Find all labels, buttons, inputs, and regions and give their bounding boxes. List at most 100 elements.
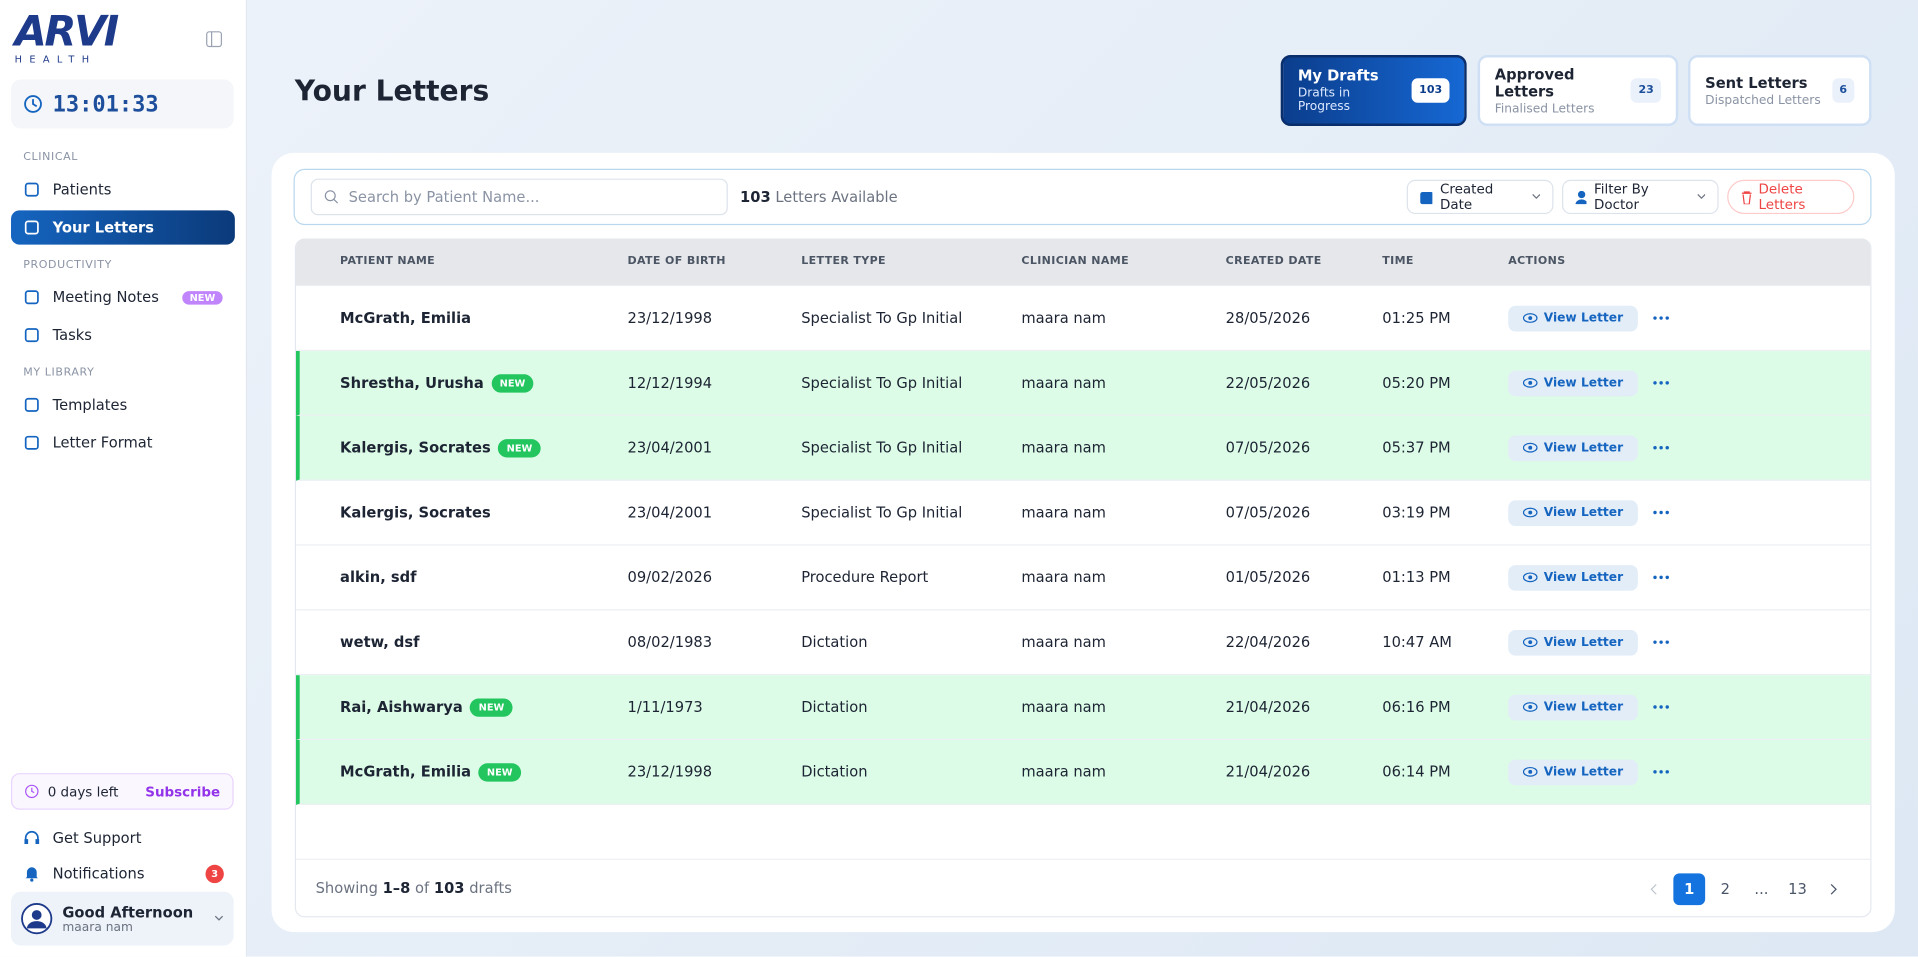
filter-label: Filter By Doctor — [1593, 181, 1649, 213]
nav-icon — [24, 328, 39, 343]
new-badge: NEW — [470, 697, 513, 717]
view-letter-button[interactable]: View Letter — [1508, 564, 1638, 591]
cell-time: 01:13 PM — [1382, 569, 1508, 586]
more-button[interactable] — [1652, 510, 1669, 515]
actions: View Letter — [1508, 694, 1753, 720]
nav-item[interactable]: Your Letters — [11, 210, 235, 245]
more-button[interactable] — [1652, 445, 1669, 450]
support-link[interactable]: Get Support — [11, 821, 224, 855]
view-letter-button[interactable]: View Letter — [1508, 370, 1638, 396]
view-letter-button[interactable]: View Letter — [1508, 629, 1638, 656]
letter-count: 103 Letters Available — [740, 188, 898, 205]
sort-label: Created Date — [1440, 181, 1494, 213]
view-letter-button[interactable]: View Letter — [1508, 499, 1638, 526]
more-button[interactable] — [1652, 705, 1669, 710]
subscribe-link[interactable]: Subscribe — [145, 783, 221, 800]
page-button[interactable]: ... — [1754, 880, 1769, 898]
dob: 23/12/1998 — [627, 309, 713, 327]
cell-time: 06:14 PM — [1382, 763, 1508, 780]
clock-icon — [24, 95, 42, 113]
dots-icon — [1653, 770, 1669, 774]
page-button[interactable]: 13 — [1788, 880, 1807, 898]
logo-sub: HEALTH — [14, 53, 97, 65]
clinician: maara nam — [1021, 309, 1106, 327]
next-page[interactable] — [1818, 873, 1850, 905]
actions: View Letter — [1508, 370, 1753, 396]
tab-subtitle: Drafts in Progress — [1297, 86, 1351, 114]
notifications-link[interactable]: Notifications 3 — [11, 856, 224, 890]
support-label: Get Support — [52, 829, 142, 847]
view-letter-button[interactable]: View Letter — [1508, 305, 1638, 331]
tab-title: My Drafts — [1297, 67, 1379, 85]
nav-item[interactable]: Tasks — [11, 318, 235, 352]
tab[interactable]: Sent Letters Dispatched Letters 6 — [1688, 55, 1872, 126]
view-letter-label: View Letter — [1543, 376, 1624, 390]
tab[interactable]: My Drafts Drafts in Progress 103 — [1280, 55, 1467, 126]
view-letter-label: View Letter — [1543, 311, 1624, 325]
time: 06:14 PM — [1382, 763, 1451, 781]
actions: View Letter — [1508, 564, 1753, 591]
nav-item[interactable]: Meeting Notes NEW — [11, 280, 235, 314]
time: 10:47 AM — [1382, 633, 1452, 651]
more-button[interactable] — [1652, 640, 1669, 645]
cell-name: alkin, sdf — [340, 569, 627, 586]
nav-item[interactable]: Patients — [11, 172, 235, 206]
more-button[interactable] — [1652, 575, 1669, 580]
search-box[interactable]: Search by Patient Name... — [310, 178, 728, 216]
new-badge: NEW — [478, 762, 522, 782]
more-button[interactable] — [1652, 769, 1669, 774]
collapse-button[interactable] — [205, 31, 223, 48]
name: Kalergis, Socrates — [340, 439, 491, 457]
more-button[interactable] — [1652, 316, 1669, 321]
view-letter-button[interactable]: View Letter — [1508, 694, 1638, 720]
dots-icon — [1653, 575, 1669, 580]
cell-type: Dictation — [801, 634, 1021, 651]
dob: 23/04/2001 — [627, 439, 713, 457]
chevron — [1697, 194, 1706, 200]
cell-name: McGrath, Emilia — [340, 309, 627, 326]
delete-button[interactable]: Delete Letters — [1727, 179, 1855, 215]
trial-icon — [25, 784, 39, 799]
cell-time: 05:20 PM — [1382, 374, 1508, 391]
logo-name: ARVI — [14, 7, 120, 57]
time: 01:25 PM — [1382, 309, 1451, 327]
view-letter-button[interactable]: View Letter — [1508, 434, 1638, 461]
view-letter-button[interactable]: View Letter — [1508, 759, 1638, 785]
view-letter-label: View Letter — [1543, 700, 1624, 714]
user-card[interactable]: Good Afternoon maara nam — [11, 891, 234, 946]
type: Dictation — [801, 698, 868, 716]
name: McGrath, Emilia — [340, 309, 472, 327]
table-header: PATIENT NAME DATE OF BIRTH LETTER TYPE CLIN… — [296, 238, 1871, 287]
support-icon — [24, 830, 40, 845]
nav-item[interactable]: Templates — [11, 388, 235, 422]
cell-clinician: maara nam — [1021, 504, 1225, 521]
dob: 09/02/2026 — [627, 568, 713, 586]
cell-created: 22/04/2026 — [1226, 634, 1383, 651]
page-button[interactable]: 1 — [1673, 873, 1706, 906]
clock-time: 13:01:33 — [52, 91, 159, 117]
dots-icon — [1653, 705, 1669, 709]
sort-button[interactable]: Created Date — [1406, 179, 1554, 215]
page-button[interactable]: 2 — [1720, 880, 1731, 898]
trial-box: 0 days left Subscribe — [11, 773, 234, 810]
prev-page[interactable] — [1638, 873, 1670, 905]
cell-created: 21/04/2026 — [1226, 763, 1383, 780]
nav-item[interactable]: Letter Format — [11, 426, 235, 460]
cell-type: Dictation — [801, 763, 1021, 780]
more-button[interactable] — [1652, 380, 1669, 385]
nav-label: Tasks — [52, 326, 92, 344]
footer-text: Showing 1–8 of 103 drafts — [316, 879, 512, 896]
tab[interactable]: Approved Letters Finalised Letters 23 — [1477, 55, 1679, 126]
showing: Showing — [315, 879, 378, 897]
avatar — [21, 903, 53, 935]
eye-icon — [1522, 766, 1538, 777]
column-header: CLINICIAN NAME — [1021, 255, 1129, 268]
cell-type: Specialist To Gp Initial — [801, 374, 1021, 391]
cell-dob: 23/12/1998 — [628, 763, 802, 780]
time: 05:37 PM — [1382, 439, 1451, 457]
cell-created: 28/05/2026 — [1226, 309, 1383, 326]
notification-count: 3 — [205, 864, 224, 883]
filter-button[interactable]: Filter By Doctor — [1562, 179, 1719, 215]
dots-icon — [1653, 445, 1669, 450]
